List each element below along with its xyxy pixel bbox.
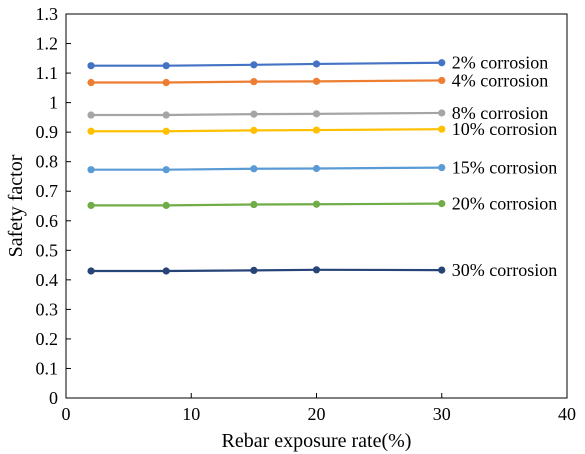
series-2-corrosion (87, 59, 446, 70)
x-tick-label: 0 (62, 404, 71, 424)
x-tick-label: 30 (433, 404, 451, 424)
data-point (250, 165, 258, 173)
series-line (91, 79, 442, 84)
data-point (87, 127, 95, 135)
y-axis-title: Safety factor (5, 154, 27, 257)
series-label: 15% corrosion (452, 158, 557, 178)
data-point (438, 109, 446, 117)
series-label: 4% corrosion (452, 70, 548, 90)
data-point (162, 62, 170, 70)
data-point (87, 78, 95, 87)
data-point (250, 126, 258, 134)
y-tick-label: 0.2 (36, 329, 59, 349)
x-tick-label: 40 (558, 404, 576, 424)
series-label: 20% corrosion (452, 194, 557, 214)
data-point (312, 164, 321, 173)
data-point (250, 61, 258, 69)
series-10-corrosion (87, 125, 446, 135)
series-line (91, 128, 442, 133)
series-20-corrosion (87, 200, 446, 210)
data-point (438, 164, 446, 172)
data-point (438, 200, 446, 208)
series-line (91, 268, 442, 273)
data-point (312, 60, 321, 68)
y-tick-label: 0.9 (36, 122, 59, 142)
data-point (312, 266, 321, 274)
series-line (91, 166, 442, 171)
x-axis-title: Rebar exposure rate(%) (222, 430, 412, 452)
data-point (312, 126, 321, 134)
data-point (87, 267, 95, 275)
data-point (162, 166, 170, 174)
series-30-corrosion (87, 266, 446, 275)
y-tick-label: 0.8 (36, 152, 59, 172)
series-4-corrosion (87, 76, 446, 87)
data-point (162, 78, 170, 87)
data-point (162, 111, 170, 119)
y-tick-label: 0.6 (36, 211, 59, 231)
y-tick-label: 0.5 (36, 240, 59, 260)
data-point (162, 267, 170, 275)
data-point (250, 266, 258, 274)
y-tick-label: 0 (49, 388, 58, 408)
series-line (91, 111, 442, 117)
x-tick-label: 10 (182, 404, 200, 424)
data-point (87, 62, 95, 70)
y-tick-label: 1.2 (36, 34, 59, 54)
y-tick-label: 0.3 (36, 299, 59, 319)
data-point (438, 76, 446, 85)
y-tick-label: 1.1 (36, 63, 59, 83)
data-point (312, 200, 321, 208)
series-8-corrosion (87, 109, 446, 119)
series-label: 10% corrosion (452, 119, 557, 139)
series-label: 30% corrosion (452, 260, 557, 280)
data-point (162, 201, 170, 210)
x-tick-label: 20 (308, 404, 326, 424)
series-label: 8% corrosion (452, 103, 548, 123)
series-line (91, 202, 442, 207)
y-tick-label: 0.1 (36, 358, 59, 378)
data-point (438, 125, 446, 133)
y-tick-label: 1 (49, 93, 58, 113)
y-tick-label: 0.4 (36, 270, 59, 290)
series-15-corrosion (87, 164, 446, 174)
data-point (438, 59, 446, 67)
data-point (162, 127, 170, 135)
y-tick-label: 0.7 (36, 181, 59, 201)
series-line (91, 61, 442, 67)
data-point (87, 201, 95, 210)
data-point (250, 110, 258, 118)
data-point (250, 78, 258, 86)
series-label: 2% corrosion (452, 53, 548, 73)
y-tick-label: 1.3 (36, 4, 59, 24)
data-point (87, 166, 95, 174)
data-point (87, 111, 95, 119)
data-point (250, 200, 258, 209)
data-point (438, 266, 446, 274)
data-point (312, 110, 321, 118)
data-point (312, 77, 321, 85)
